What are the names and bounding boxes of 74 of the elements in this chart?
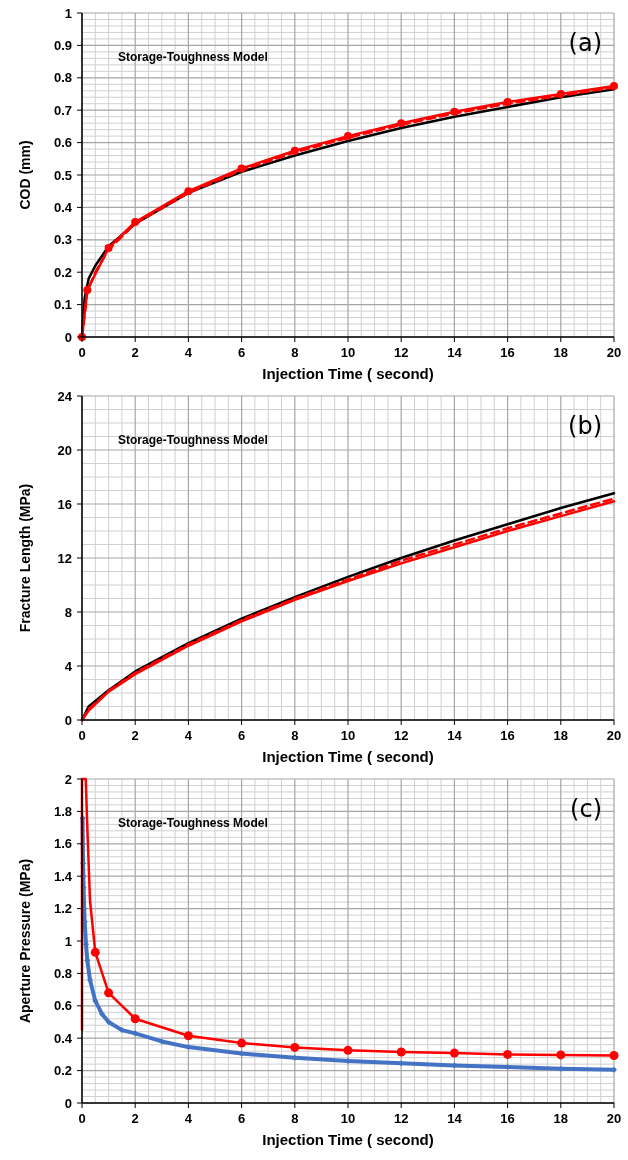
x-tick-label: 18 bbox=[553, 728, 569, 743]
y-tick-label: 0.8 bbox=[53, 965, 72, 981]
x-tick-label: 10 bbox=[340, 728, 356, 743]
x-tick-label: 8 bbox=[291, 345, 299, 360]
x-tick-label: 6 bbox=[237, 728, 246, 743]
x-tick-label: 10 bbox=[340, 345, 356, 360]
y-tick-label: 0 bbox=[64, 329, 72, 345]
y-tick-label: 12 bbox=[57, 550, 72, 566]
y-axis-title: Fracture Length (MPa) bbox=[17, 483, 33, 633]
x-tick-label: 16 bbox=[500, 1111, 515, 1126]
y-tick-label: 0.8 bbox=[53, 70, 72, 86]
x-tick-label: 2 bbox=[131, 728, 139, 743]
y-tick-label: 24 bbox=[57, 388, 73, 404]
y-tick-label: 0.6 bbox=[53, 135, 72, 151]
x-tick-label: 14 bbox=[447, 345, 463, 360]
y-tick-label: 8 bbox=[64, 604, 72, 620]
x-tick-label: 0 bbox=[78, 728, 86, 743]
x-tick-label: 20 bbox=[606, 728, 622, 743]
x-tick-label: 16 bbox=[500, 728, 515, 743]
x-tick-label: 18 bbox=[553, 345, 569, 360]
y-tick-label: 1 bbox=[64, 933, 72, 949]
x-tick-label: 10 bbox=[340, 1111, 356, 1126]
x-tick-label: 20 bbox=[606, 345, 622, 360]
y-tick-label: 4 bbox=[64, 658, 73, 674]
y-tick-label: 0.3 bbox=[53, 232, 72, 248]
x-tick-label: 12 bbox=[393, 1111, 409, 1126]
y-tick-label: 0.9 bbox=[53, 37, 72, 53]
x-tick-label: 12 bbox=[393, 345, 409, 360]
x-tick-label: 0 bbox=[78, 345, 86, 360]
annotation: (b) bbox=[568, 412, 602, 440]
y-axis-title: Aperture Pressure (MPa) bbox=[17, 858, 33, 1024]
x-tick-label: 2 bbox=[131, 345, 139, 360]
y-tick-label: 1 bbox=[64, 5, 72, 21]
y-tick-label: 0.4 bbox=[53, 199, 73, 215]
x-tick-label: 6 bbox=[237, 1111, 246, 1126]
y-tick-label: 20 bbox=[57, 442, 72, 458]
x-tick-label: 4 bbox=[184, 345, 193, 360]
y-tick-label: 1.2 bbox=[53, 901, 72, 917]
x-tick-label: 2 bbox=[131, 1111, 139, 1126]
y-tick-label: 0.4 bbox=[53, 1030, 73, 1046]
annotation: (c) bbox=[570, 795, 602, 823]
x-tick-label: 4 bbox=[184, 1111, 193, 1126]
x-tick-label: 16 bbox=[500, 345, 515, 360]
annotation: (a) bbox=[568, 29, 602, 57]
x-tick-label: 8 bbox=[291, 1111, 299, 1126]
y-tick-label: 1.6 bbox=[53, 836, 72, 852]
x-tick-label: 12 bbox=[393, 728, 409, 743]
y-axis-title: COD (mm) bbox=[17, 140, 33, 210]
x-axis-title: Injection Time ( second) bbox=[262, 365, 434, 382]
y-tick-label: 0 bbox=[64, 1095, 72, 1111]
annotation: Storage-Toughness Model bbox=[118, 50, 268, 64]
x-tick-label: 4 bbox=[184, 728, 193, 743]
y-tick-label: 0.5 bbox=[53, 167, 72, 183]
y-tick-label: 0 bbox=[64, 712, 72, 728]
x-tick-label: 18 bbox=[553, 1111, 569, 1126]
y-tick-label: 1.8 bbox=[53, 803, 72, 819]
y-tick-label: 0.1 bbox=[53, 297, 72, 313]
x-tick-label: 8 bbox=[291, 728, 299, 743]
y-tick-label: 0.2 bbox=[53, 264, 72, 280]
x-axis-title: Injection Time ( second) bbox=[262, 1131, 434, 1148]
x-tick-label: 0 bbox=[78, 1111, 86, 1126]
y-tick-label: 0.2 bbox=[53, 1063, 72, 1079]
y-tick-label: 1.4 bbox=[53, 868, 73, 884]
y-tick-label: 2 bbox=[64, 771, 72, 787]
annotation: Storage-Toughness Model bbox=[118, 433, 268, 447]
x-tick-label: 6 bbox=[237, 345, 246, 360]
y-tick-label: 0.6 bbox=[53, 998, 72, 1014]
x-axis-title: Injection Time ( second) bbox=[262, 748, 434, 765]
y-tick-label: 16 bbox=[57, 496, 72, 512]
x-tick-label: 20 bbox=[606, 1111, 622, 1126]
x-tick-label: 14 bbox=[447, 728, 463, 743]
x-tick-label: 14 bbox=[447, 1111, 463, 1126]
annotation: Storage-Toughness Model bbox=[118, 816, 268, 830]
y-tick-label: 0.7 bbox=[53, 102, 72, 118]
